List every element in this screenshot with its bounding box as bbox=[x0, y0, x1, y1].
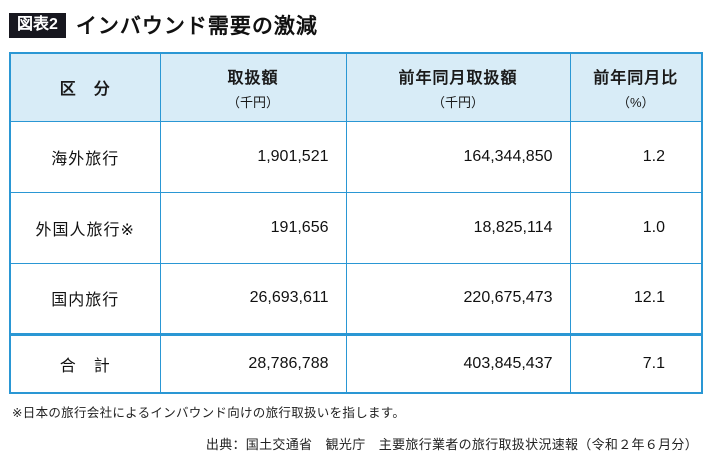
table-row-foreign: 外国人旅行※ 191,656 18,825,114 1.0 bbox=[9, 191, 703, 264]
page-title: インバウンド需要の激減 bbox=[75, 15, 318, 38]
header-ratio-label: 前年同月比 bbox=[593, 69, 679, 87]
total-category: 合 計 bbox=[9, 332, 161, 394]
header-amount: 取扱額 （千円） bbox=[159, 52, 347, 122]
cell-category: 外国人旅行※ bbox=[9, 191, 161, 264]
total-row: 合 計 28,786,788 403,845,437 7.1 bbox=[9, 332, 703, 394]
cell-prev-year: 18,825,114 bbox=[345, 191, 571, 264]
footnote: ※日本の旅行会社によるインバウンド向けの旅行取扱いを指します。 bbox=[12, 406, 406, 420]
cell-prev-year: 164,344,850 bbox=[345, 120, 571, 193]
cell-ratio: 12.1 bbox=[569, 262, 703, 335]
cell-amount: 1,901,521 bbox=[159, 120, 347, 193]
header-category-label: 区 分 bbox=[59, 81, 111, 99]
header-amount-unit: （千円） bbox=[226, 94, 279, 110]
cell-amount: 26,693,611 bbox=[159, 262, 347, 335]
header-prev-year: 前年同月取扱額 （千円） bbox=[345, 52, 571, 122]
cell-prev-year: 220,675,473 bbox=[345, 262, 571, 335]
table-row-domestic: 国内旅行 26,693,611 220,675,473 12.1 bbox=[9, 262, 703, 335]
inbound-demand-table: 区 分 取扱額 （千円） 前年同月取扱額 （千円） 前年同月比 （%） 海外旅行 bbox=[9, 52, 703, 394]
cell-category: 国内旅行 bbox=[9, 262, 161, 335]
figure-title-row: 図表2 インバウンド需要の激減 bbox=[9, 10, 701, 40]
header-ratio: 前年同月比 （%） bbox=[569, 52, 703, 122]
header-prev-year-label: 前年同月取扱額 bbox=[398, 69, 518, 87]
header-ratio-unit: （%） bbox=[616, 94, 655, 110]
header-amount-label: 取扱額 bbox=[227, 69, 279, 87]
cell-category: 海外旅行 bbox=[9, 120, 161, 193]
cell-ratio: 1.0 bbox=[569, 191, 703, 264]
header-prev-year-unit: （千円） bbox=[431, 94, 484, 110]
total-prev-year: 403,845,437 bbox=[345, 332, 571, 394]
cell-amount: 191,656 bbox=[159, 191, 347, 264]
source-line: 出典：国土交通省 観光庁 主要旅行業者の旅行取扱状況速報（令和２年６月分） bbox=[205, 437, 698, 452]
total-ratio: 7.1 bbox=[569, 332, 703, 394]
figure-badge: 図表2 bbox=[9, 12, 66, 38]
table-row-overseas: 海外旅行 1,901,521 164,344,850 1.2 bbox=[9, 120, 703, 193]
total-amount: 28,786,788 bbox=[159, 332, 347, 394]
cell-ratio: 1.2 bbox=[569, 120, 703, 193]
header-category: 区 分 bbox=[9, 52, 161, 122]
header-row: 区 分 取扱額 （千円） 前年同月取扱額 （千円） 前年同月比 （%） bbox=[9, 52, 703, 122]
